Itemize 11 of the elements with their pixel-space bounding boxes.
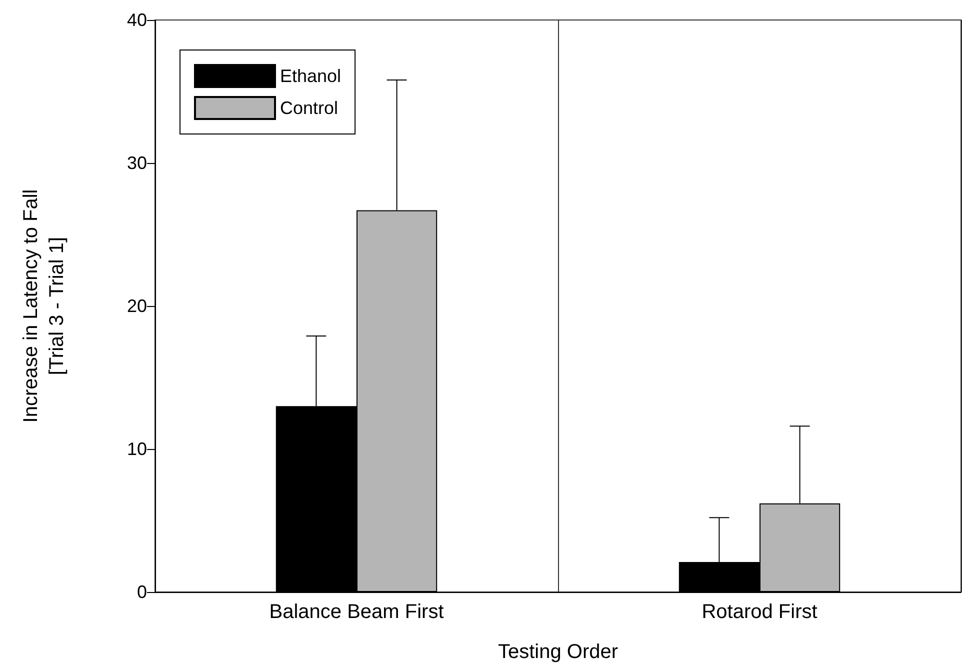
- y-tick-label: 10: [126, 439, 147, 459]
- x-tick-label: Balance Beam First: [269, 601, 444, 623]
- legend-label: Ethanol: [280, 66, 342, 86]
- y-tick-label: 0: [136, 582, 147, 602]
- x-axis-title: Testing Order: [498, 641, 618, 663]
- y-tick-label: 40: [126, 10, 147, 30]
- y-tick-label: 30: [126, 153, 147, 173]
- legend-label: Control: [280, 98, 338, 118]
- y-axis-title: Increase in Latency to Fall [Trial 3 - Trial 1]: [20, 189, 68, 423]
- x-tick-label: Rotarod First: [702, 601, 818, 623]
- y-tick-label: 20: [126, 296, 147, 316]
